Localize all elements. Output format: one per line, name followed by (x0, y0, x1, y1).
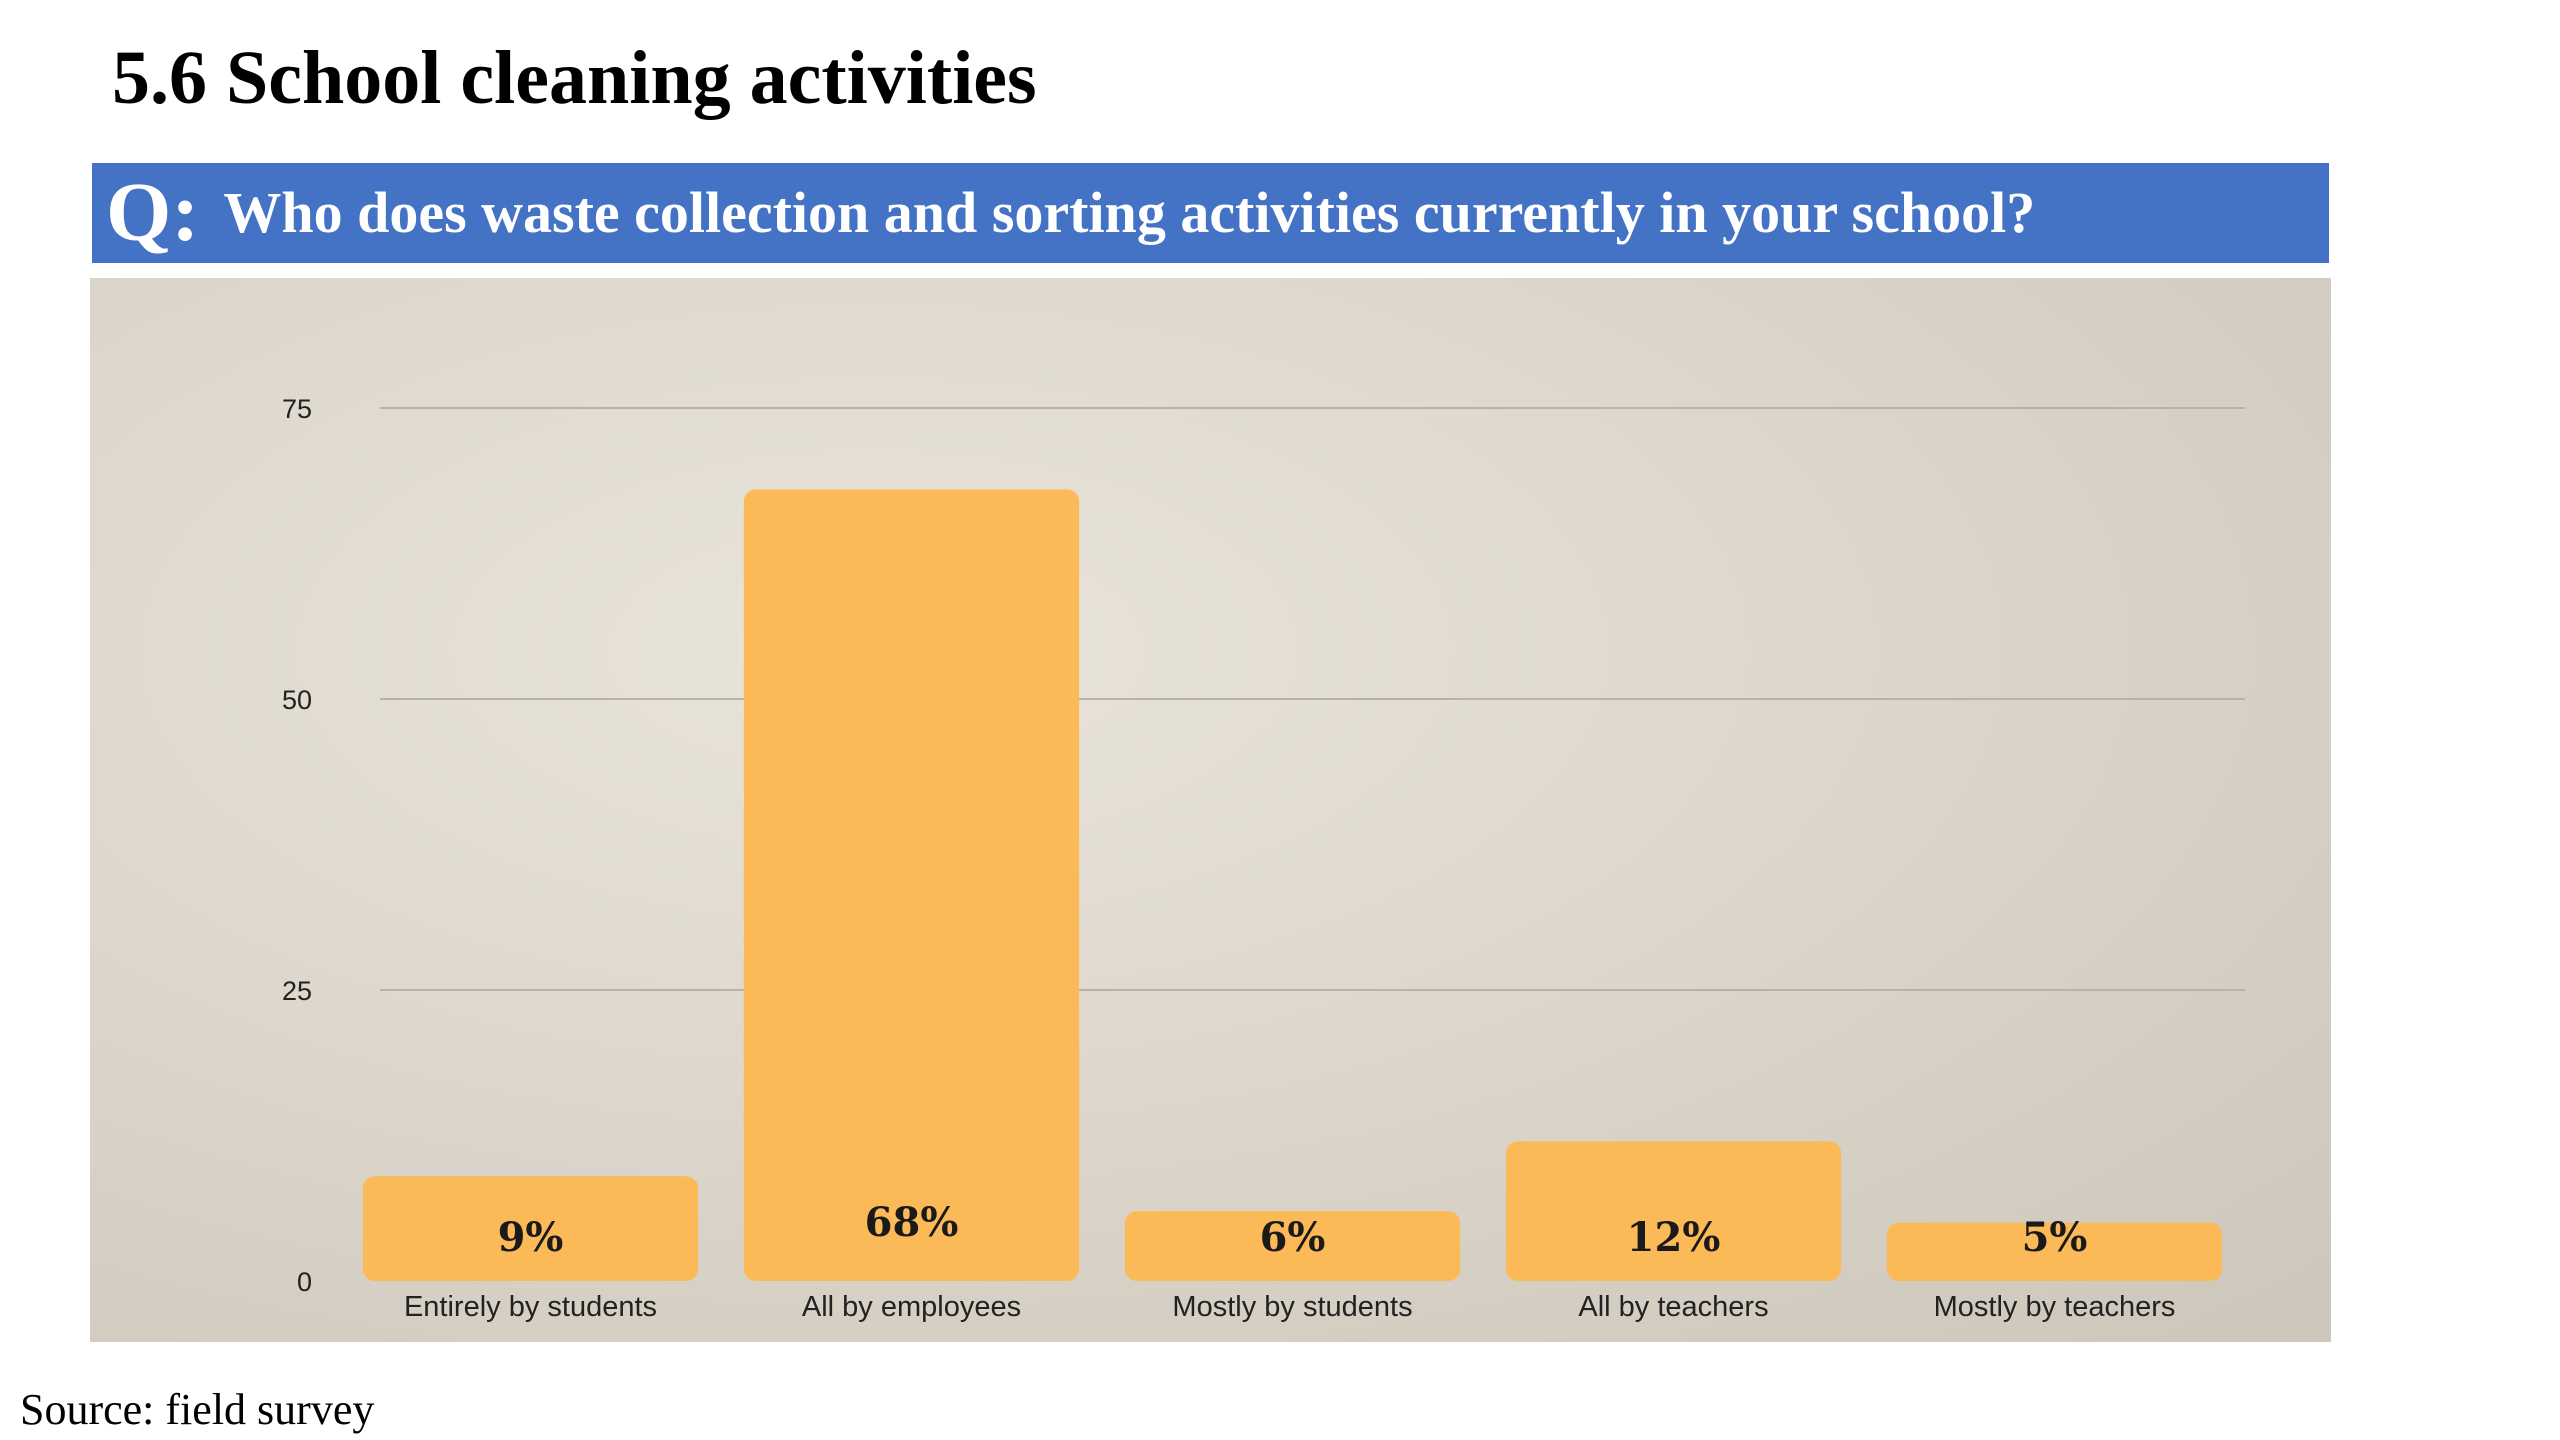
x-tick-label: Entirely by students (404, 1291, 657, 1323)
bar (1505, 1141, 1842, 1281)
chart-panel: 0 25 50 75 9% 68% 6% 12% 5% Entirely by student… (90, 278, 2331, 1342)
x-axis-ticks: Entirely by students All by employees Most… (404, 1291, 2175, 1323)
y-axis-ticks: 0 25 50 75 (282, 394, 312, 1297)
question-prefix: Q: (106, 166, 200, 259)
y-tick-label: 0 (297, 1267, 312, 1297)
y-tick-label: 50 (282, 685, 312, 715)
x-tick-label: Mostly by teachers (1934, 1291, 2176, 1323)
question-banner: Q: Who does waste collection and sorting… (92, 163, 2329, 263)
bar (362, 1176, 699, 1281)
y-tick-label: 25 (282, 976, 312, 1006)
bar (1886, 1222, 2223, 1281)
data-label: 68% (865, 1199, 959, 1246)
data-labels: 9% 68% 6% 12% 5% (498, 1199, 2088, 1261)
bar (743, 489, 1080, 1281)
x-tick-label: Mostly by students (1172, 1291, 1412, 1323)
data-label: 12% (1627, 1214, 1721, 1261)
data-label: 9% (498, 1214, 564, 1261)
x-tick-label: All by employees (802, 1291, 1021, 1323)
data-label: 6% (1260, 1214, 1326, 1261)
bar (1124, 1211, 1461, 1281)
question-text: Who does waste collection and sorting ac… (223, 180, 2036, 245)
bar-chart: 0 25 50 75 9% 68% 6% 12% 5% Entirely by student… (282, 394, 2245, 1323)
data-label: 5% (2022, 1214, 2088, 1261)
bars (362, 489, 2223, 1281)
source-note: Source: field survey (20, 1385, 375, 1434)
page-title: 5.6 School cleaning activities (112, 36, 1037, 120)
y-tick-label: 75 (282, 394, 312, 424)
gridlines (380, 407, 2245, 991)
x-tick-label: All by teachers (1578, 1291, 1768, 1323)
